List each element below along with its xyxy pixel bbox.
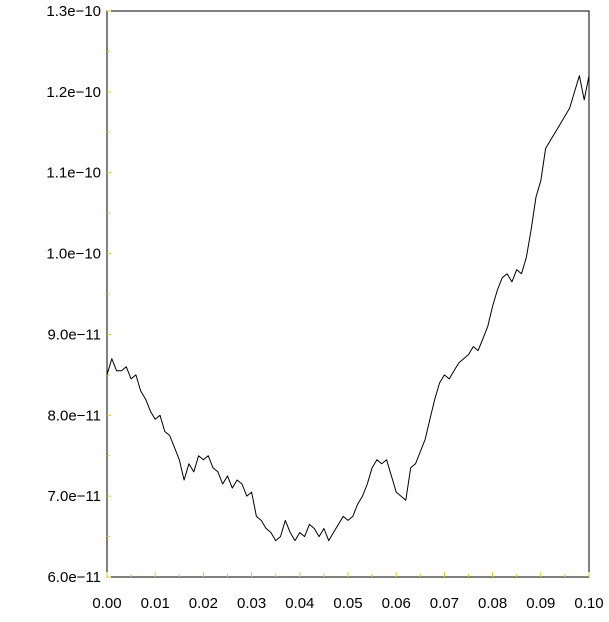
x-axis-tick-labels: 0.00 0.01 0.02 0.03 0.04 0.05 0.06 0.07 0.08 0.09…	[92, 595, 603, 612]
x-tick-label: 0.01	[141, 595, 170, 612]
plot-frame	[106, 10, 590, 578]
y-tick-label: 1.1e−10	[46, 165, 101, 182]
x-tick-label: 0.04	[285, 595, 314, 612]
x-tick-label: 0.09	[526, 595, 555, 612]
x-tick-label: 0.02	[189, 595, 218, 612]
x-tick-label: 0.05	[333, 595, 362, 612]
y-tick-label: 1.2e−10	[46, 84, 101, 101]
y-tick-label: 1.0e−10	[46, 246, 101, 263]
y-tick-label: 7.0e−11	[47, 488, 101, 505]
x-tick-label: 0.00	[92, 595, 121, 612]
x-tick-label: 0.07	[430, 595, 459, 612]
y-tick-label: 9.0e−11	[47, 326, 101, 343]
y-tick-label: 1.3e−10	[46, 3, 101, 20]
x-axis-ticks	[106, 572, 590, 577]
y-tick-label: 6.0e−11	[47, 569, 101, 586]
series-line	[106, 75, 590, 542]
x-tick-label: 0.03	[237, 595, 266, 612]
x-tick-label: 0.08	[478, 595, 507, 612]
y-tick-label: 8.0e−11	[47, 407, 101, 424]
y-axis-ticks	[107, 10, 111, 578]
y-axis-tick-labels: 6.0e−11 7.0e−11 8.0e−11 9.0e−11 1.0e−10 1.1e−…	[46, 3, 101, 586]
x-tick-label: 0.10	[574, 595, 603, 612]
x-tick-label: 0.06	[382, 595, 411, 612]
series-layer	[106, 75, 590, 542]
